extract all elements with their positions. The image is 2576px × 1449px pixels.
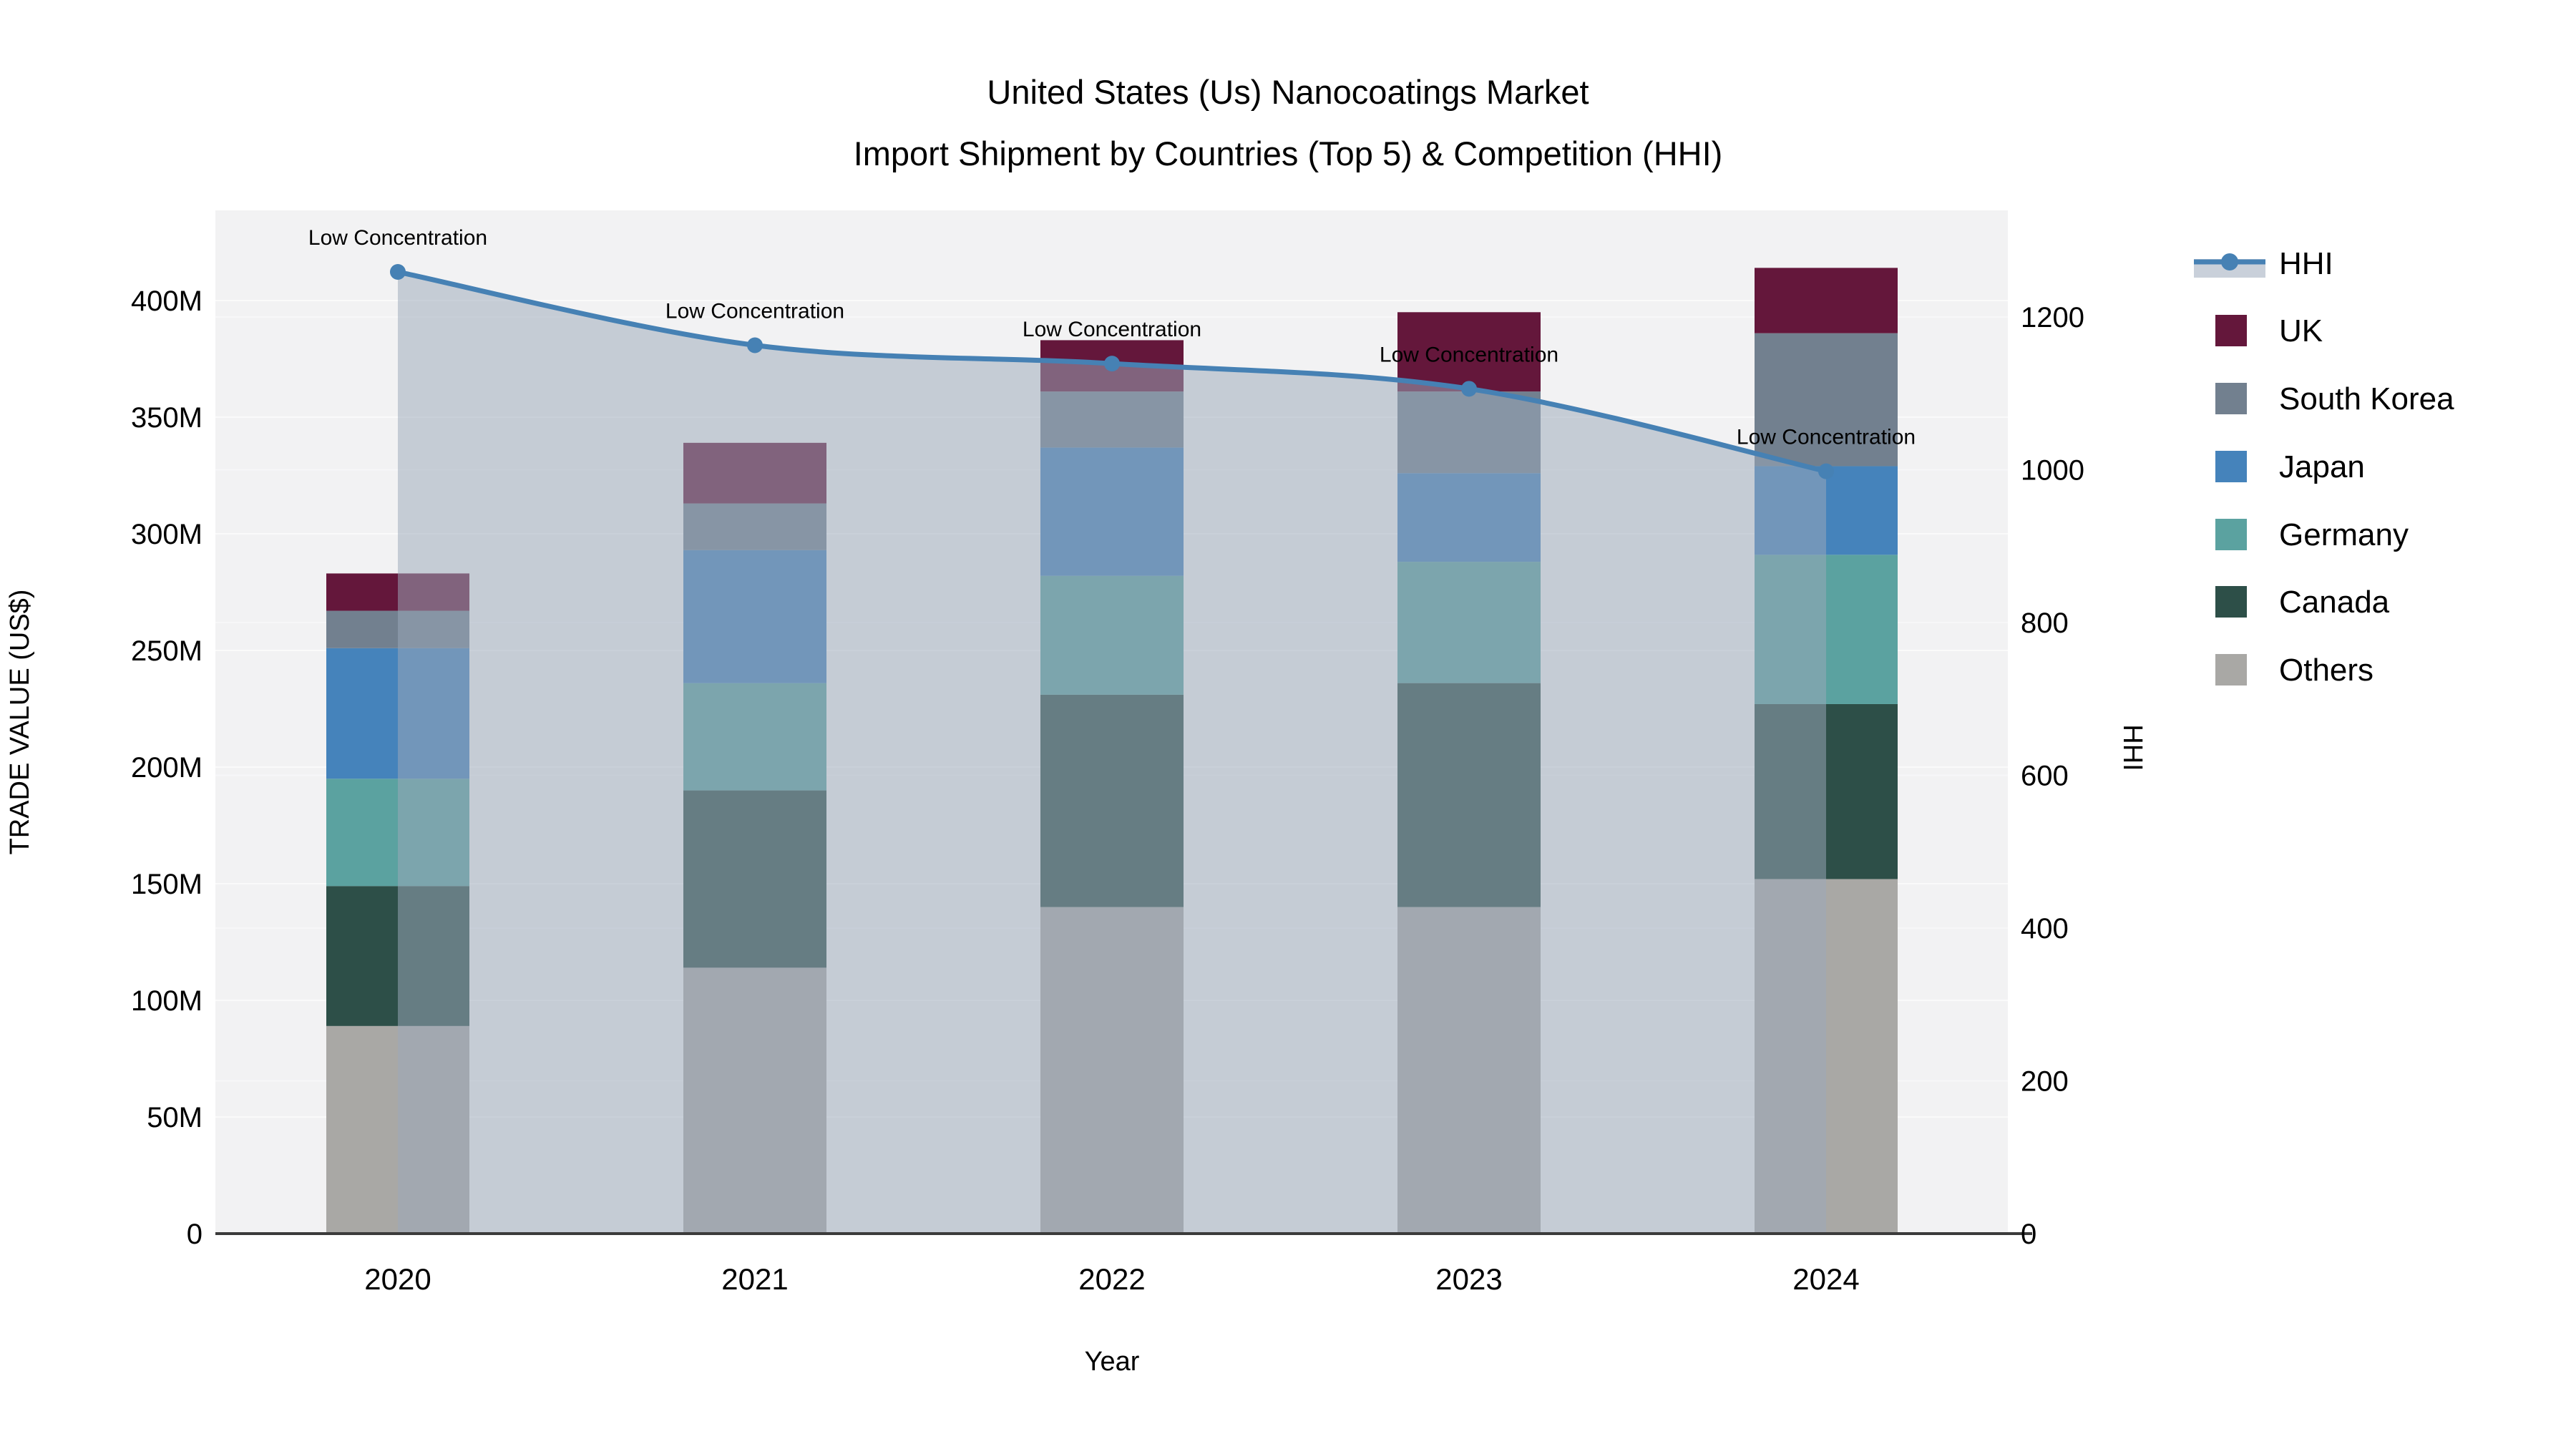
hhi-marker-2022[interactable] [1104, 356, 1120, 372]
y-left-tick-200M: 200M [131, 752, 203, 784]
y-right-tick-800: 800 [2021, 608, 2069, 639]
legend-label: HHI [2279, 246, 2333, 281]
legend-hhi-marker [2221, 253, 2238, 270]
legend-label: Canada [2279, 585, 2390, 620]
annotation-2023: Low Concentration [1380, 343, 1558, 366]
hhi-marker-2020[interactable] [390, 264, 406, 280]
chart-title-line1: United States (Us) Nanocoatings Market [987, 73, 1589, 111]
hhi-marker-2024[interactable] [1818, 463, 1834, 479]
x-axis-title: Year [1085, 1347, 1140, 1377]
legend-label: Germany [2279, 517, 2409, 552]
legend-item-japan[interactable]: Japan [2215, 449, 2365, 484]
y-left-tick-150M: 150M [131, 869, 203, 900]
legend-label: Japan [2279, 449, 2365, 484]
x-tick-2022: 2022 [1078, 1262, 1145, 1296]
legend-swatch-canada [2215, 586, 2247, 618]
y-left-tick-300M: 300M [131, 519, 203, 550]
legend-label: UK [2279, 313, 2323, 348]
legend-swatch-germany [2215, 519, 2247, 550]
annotation-2020: Low Concentration [308, 226, 487, 250]
y-axis-title-right: HHI [2117, 724, 2147, 771]
legend-swatch-uk [2215, 315, 2247, 346]
legend-label: Others [2279, 653, 2373, 688]
annotation-2022: Low Concentration [1023, 318, 1201, 341]
legend-item-uk[interactable]: UK [2215, 313, 2323, 348]
y-left-tick-50M: 50M [147, 1102, 203, 1133]
legend-item-others[interactable]: Others [2215, 653, 2373, 688]
legend-item-germany[interactable]: Germany [2215, 517, 2409, 552]
y-right-tick-400: 400 [2021, 913, 2069, 945]
y-axis-title-left: TRADE VALUE (US$) [5, 590, 35, 855]
x-tick-2021: 2021 [721, 1262, 788, 1296]
legend-swatch-japan [2215, 451, 2247, 482]
hhi-marker-2021[interactable] [747, 337, 763, 353]
y-left-tick-250M: 250M [131, 635, 203, 667]
legend: HHI UK South Korea Japan Germany Canada Others [2194, 246, 2454, 688]
hhi-marker-2023[interactable] [1461, 381, 1477, 397]
y-right-tick-600: 600 [2021, 761, 2069, 792]
y-right-tick-200: 200 [2021, 1066, 2069, 1098]
y-left-tick-100M: 100M [131, 985, 203, 1017]
y-right-tick-1000: 1000 [2021, 455, 2084, 487]
annotation-2021: Low Concentration [665, 299, 844, 323]
x-tick-2020: 2020 [364, 1262, 431, 1296]
y-left-tick-400M: 400M [131, 286, 203, 317]
bar-segment-uk-2024[interactable] [1755, 268, 1898, 333]
x-tick-2023: 2023 [1435, 1262, 1502, 1296]
legend-swatch-south-korea [2215, 383, 2247, 414]
bar-segment-uk-2023[interactable] [1397, 312, 1541, 392]
legend-label: South Korea [2279, 381, 2454, 416]
legend-swatch-others [2215, 654, 2247, 686]
bar-segment-south-korea-2024[interactable] [1755, 333, 1898, 467]
y-right-tick-0: 0 [2021, 1219, 2036, 1250]
y-left-tick-350M: 350M [131, 402, 203, 434]
legend-item-hhi[interactable]: HHI [2194, 246, 2333, 281]
hhi-area-fill [398, 272, 1826, 1234]
legend-item-canada[interactable]: Canada [2215, 585, 2390, 620]
y-right-tick-1200: 1200 [2021, 302, 2084, 333]
chart-title-line2: Import Shipment by Countries (Top 5) & C… [854, 135, 1723, 172]
legend-item-south-korea[interactable]: South Korea [2215, 381, 2454, 416]
x-tick-2024: 2024 [1792, 1262, 1859, 1296]
plot-area: Low Concentration Low Concentration Low Co… [131, 210, 2084, 1296]
annotation-2024: Low Concentration [1737, 426, 1916, 449]
y-left-tick-0: 0 [187, 1219, 203, 1250]
